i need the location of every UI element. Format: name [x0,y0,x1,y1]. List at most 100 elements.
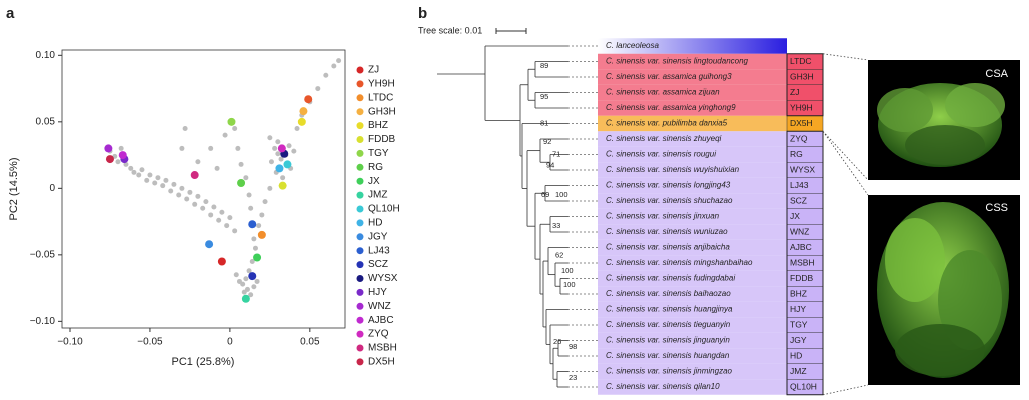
leaf-code: FDDB [790,273,813,283]
background-point [171,181,177,187]
background-point [272,145,278,151]
background-point [294,125,300,131]
panel-label: b [418,5,427,22]
label-band [598,38,787,54]
leaf-label: C. sinensis var. sinensis shuchazao [606,196,733,205]
leaf-label: C. sinensis var. sinensis jinguanyin [606,336,730,345]
leaf-code: HD [790,350,802,360]
leaf-code: LTDC [790,56,812,66]
y-axis-label: PC2 (14.5%) [8,158,20,221]
bootstrap-value: 62 [555,250,563,259]
label-band [598,270,787,287]
bootstrap-value: 92 [543,137,551,146]
sample-point [205,240,214,249]
label-band [598,379,787,395]
x-tick-label: −0.05 [137,337,163,348]
background-point [267,185,273,191]
legend-marker [356,205,364,213]
background-point [222,132,228,138]
legend-marker [356,191,364,199]
background-point [336,58,342,64]
leaf-label: C. sinensis var. sinensis wuyishuixian [606,165,740,174]
background-point [227,215,233,221]
label-band [598,348,787,364]
sample-point [277,144,286,153]
background-point [235,145,241,151]
bootstrap-value: 69 [541,190,549,199]
background-point [147,172,153,178]
legend-marker [356,302,364,310]
background-point [232,125,238,131]
group-box [786,130,824,396]
leaf-label: C. sinensis var. sinensis jinxuan [606,212,720,221]
label-band [598,224,787,240]
leaf-label: C. sinensis var. sinensis huangjinya [606,305,733,314]
leaf-code: AJBC [790,242,812,252]
y-tick-label: 0 [49,183,55,194]
leaf-code: JX [790,211,800,221]
legend-label: TGY [368,148,389,159]
leaf-code: WYSX [790,164,815,174]
label-band [598,193,787,209]
tree-scale: Tree scale: 0.01 [418,25,482,35]
x-axis-label: PC1 (25.8%) [172,356,235,368]
label-band [598,177,787,194]
background-point [224,223,230,229]
background-point [123,161,129,167]
leaf-label: C. sinensis var. sinensis wuniuzao [606,227,728,236]
photo-css [868,195,1020,385]
background-point [291,148,297,154]
leaf-label: C. sinensis var. sinensis lingtoudancong [606,57,749,66]
leaf-code: SCZ [790,195,807,205]
legend-label: WNZ [368,301,391,312]
background-point [254,278,260,284]
background-point [195,193,201,199]
leaf-code: WNZ [790,226,809,236]
legend-label: BHZ [368,120,388,131]
background-point [267,135,273,141]
sample-point [253,253,262,262]
label-band [598,69,787,85]
leaf-label: C. sinensis var. pubilimba danxia5 [606,119,728,128]
sample-point [248,220,257,229]
leaf-code: ZJ [790,87,799,97]
background-point [187,189,193,195]
sample-point [227,117,236,126]
legend-marker [356,149,364,157]
leaf-label: C. lanceoleosa [606,41,659,50]
bootstrap-value: 33 [552,221,560,230]
legend-label: HD [368,218,382,229]
sample-point [241,294,250,303]
leaf-label: C. sinensis var. sinensis baihaozao [606,289,731,298]
background-point [251,284,257,290]
legend-label: DX5H [368,357,395,368]
label-band [598,146,787,163]
background-point [208,145,214,151]
background-point [152,180,158,186]
leaf-code: BHZ [790,288,807,298]
background-point [259,212,265,218]
background-point [184,196,190,202]
sample-point [248,272,257,281]
legend-label: JGY [368,231,388,242]
leaf-code: YH9H [790,102,813,112]
background-point [160,183,166,189]
legend-marker [356,330,364,338]
background-point [136,172,142,178]
background-point [315,86,321,92]
photo-connector [822,53,869,61]
legend-marker [356,219,364,227]
legend-label: GH3H [368,106,396,117]
bootstrap-value: 23 [569,373,577,382]
photo-connector [822,130,869,181]
background-point [179,145,185,151]
leaf-label: C. sinensis var. sinensis zhuyeqi [606,134,722,143]
leaf-label: C. sinensis var. sinensis qilan10 [606,382,720,391]
bootstrap-value: 89 [540,61,548,70]
leaf-label: C. sinensis var. sinensis jinmingzao [606,367,733,376]
leaf-label: C. sinensis var. sinensis fudingdabai [606,274,735,283]
legend-label: JMZ [368,190,387,201]
background-point [262,199,268,205]
x-tick-label: 0 [227,337,233,348]
